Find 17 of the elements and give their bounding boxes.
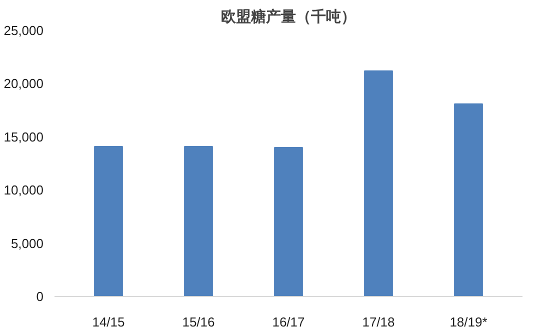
x-tick-label: 15/16 (182, 314, 215, 330)
x-tick-label: 14/15 (92, 314, 125, 330)
bar (274, 147, 303, 296)
x-tick-label: 18/19* (450, 314, 488, 330)
bar (454, 103, 483, 296)
y-tick-label: 25,000 (4, 23, 44, 38)
x-tick-label: 16/17 (272, 314, 305, 330)
bar (184, 146, 213, 296)
y-tick-label: 20,000 (4, 76, 44, 92)
chart-title: 欧盟糖产量（千吨） (221, 8, 356, 26)
bar (364, 70, 393, 296)
y-tick-label: 10,000 (4, 182, 44, 198)
y-tick-label: 0 (36, 289, 44, 304)
bar (94, 146, 123, 296)
y-tick-label: 15,000 (4, 129, 44, 144)
y-tick-label: 5,000 (10, 236, 44, 251)
x-tick-label: 17/18 (362, 314, 395, 330)
